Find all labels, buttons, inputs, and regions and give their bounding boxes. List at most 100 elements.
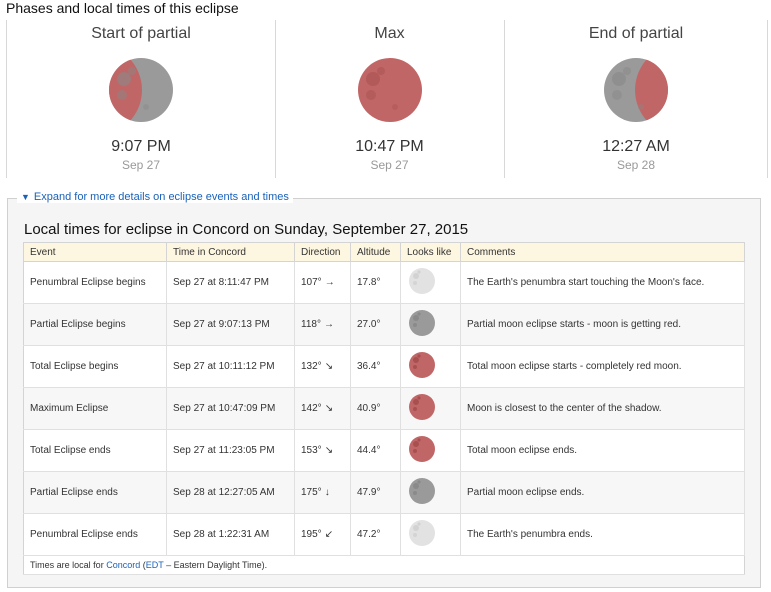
direction-value: 142° <box>301 403 322 414</box>
table-row: Partial Eclipse ends Sep 28 at 12:27:05 … <box>23 471 745 514</box>
direction-arrow-icon: ↘ <box>324 445 334 456</box>
altitude-cell: 36.4° <box>350 345 401 388</box>
expand-details-link[interactable]: ▼ Expand for more details on eclipse even… <box>17 191 293 203</box>
event-cell: Penumbral Eclipse ends <box>23 513 167 556</box>
time-cell: Sep 28 at 1:22:31 AM <box>166 513 295 556</box>
eclipse-events-table: Event Time in Concord Direction Altitude… <box>23 242 745 575</box>
looks-like-cell <box>400 471 461 514</box>
direction-value: 195° <box>301 529 322 540</box>
phase-max: Max 10:47 PM Sep 27 <box>275 20 505 178</box>
footnote-suffix: – Eastern Daylight Time). <box>163 560 268 570</box>
time-cell: Sep 27 at 10:11:12 PM <box>166 345 295 388</box>
event-cell: Total Eclipse ends <box>23 429 167 472</box>
table-row: Total Eclipse begins Sep 27 at 10:11:12 … <box>23 345 745 388</box>
footnote-open: ( <box>140 560 146 570</box>
direction-cell: 175° ↓ <box>294 471 351 514</box>
direction-arrow-icon: ↙ <box>324 529 334 540</box>
moon-partial-end-icon <box>604 58 668 122</box>
city-link[interactable]: Concord <box>106 560 141 570</box>
time-cell: Sep 27 at 10:47:09 PM <box>166 387 295 430</box>
phase-date: Sep 28 <box>616 158 656 172</box>
direction-arrow-icon: → <box>323 319 334 330</box>
comment-cell: Total moon eclipse starts - completely r… <box>460 345 745 388</box>
phases-panel: Start of partial 9:07 PM Sep 27 Max 10:4… <box>6 20 768 178</box>
direction-value: 175° <box>301 487 322 498</box>
local-times-title: Local times for eclipse in Concord on Su… <box>24 221 469 238</box>
moon-total-icon <box>357 58 422 122</box>
direction-arrow-icon: ↘ <box>324 403 334 414</box>
expand-label: Expand for more details on eclipse event… <box>33 191 289 203</box>
direction-arrow-icon: ↘ <box>324 361 334 372</box>
table-footer-row: Times are local for Concord (EDT – Easte… <box>23 555 745 575</box>
header-direction: Direction <box>294 242 351 262</box>
direction-cell: 142° ↘ <box>294 387 351 430</box>
direction-value: 153° <box>301 445 322 456</box>
direction-cell: 132° ↘ <box>294 345 351 388</box>
table-row: Penumbral Eclipse begins Sep 27 at 8:11:… <box>23 261 745 304</box>
direction-cell: 118° → <box>294 303 351 346</box>
phase-time: 9:07 PM <box>111 138 171 155</box>
header-event: Event <box>23 242 167 262</box>
triangle-down-icon: ▼ <box>21 192 30 202</box>
phase-end-partial: End of partial 12:27 AM Sep 28 <box>505 20 768 178</box>
phase-time: 10:47 PM <box>355 138 424 155</box>
altitude-cell: 47.9° <box>350 471 401 514</box>
direction-cell: 195° ↙ <box>294 513 351 556</box>
header-looks-like: Looks like <box>400 242 461 262</box>
looks-like-cell <box>400 513 461 556</box>
altitude-cell: 27.0° <box>350 303 401 346</box>
event-cell: Partial Eclipse begins <box>23 303 167 346</box>
comment-cell: The Earth's penumbra ends. <box>460 513 745 556</box>
moon-partial-icon <box>409 478 435 504</box>
table-row: Maximum Eclipse Sep 27 at 10:47:09 PM 14… <box>23 387 745 430</box>
looks-like-cell <box>400 261 461 304</box>
direction-value: 132° <box>301 361 322 372</box>
altitude-cell: 44.4° <box>350 429 401 472</box>
event-cell: Penumbral Eclipse begins <box>23 261 167 304</box>
moon-total-icon <box>409 352 435 378</box>
time-cell: Sep 27 at 8:11:47 PM <box>166 261 295 304</box>
table-row: Penumbral Eclipse ends Sep 28 at 1:22:31… <box>23 513 745 556</box>
moon-total-icon <box>409 394 435 420</box>
phase-start-partial: Start of partial 9:07 PM Sep 27 <box>6 20 276 178</box>
direction-value: 107° <box>301 277 322 288</box>
timezone-link[interactable]: EDT <box>145 560 164 570</box>
header-comments: Comments <box>460 242 745 262</box>
moon-penumbral-icon <box>409 268 435 294</box>
altitude-cell: 47.2° <box>350 513 401 556</box>
looks-like-cell <box>400 303 461 346</box>
page-title: Phases and local times of this eclipse <box>6 0 239 16</box>
footnote-prefix: Times are local for <box>30 560 107 570</box>
event-cell: Partial Eclipse ends <box>23 471 167 514</box>
phase-name: Max <box>374 25 405 42</box>
direction-arrow-icon: ↓ <box>324 487 330 498</box>
comment-cell: Partial moon eclipse starts - moon is ge… <box>460 303 745 346</box>
phase-date: Sep 27 <box>121 158 161 172</box>
phase-name: End of partial <box>588 25 684 42</box>
moon-penumbral-icon <box>409 520 435 546</box>
comment-cell: Partial moon eclipse ends. <box>460 471 745 514</box>
comment-cell: Total moon eclipse ends. <box>460 429 745 472</box>
direction-value: 118° <box>301 319 321 330</box>
table-row: Total Eclipse ends Sep 27 at 11:23:05 PM… <box>23 429 745 472</box>
time-cell: Sep 27 at 9:07:13 PM <box>166 303 295 346</box>
moon-partial-start-icon <box>109 58 173 122</box>
moon-partial-icon <box>409 310 435 336</box>
looks-like-cell <box>400 387 461 430</box>
table-footnote: Times are local for Concord (EDT – Easte… <box>23 555 745 575</box>
phase-date: Sep 27 <box>370 158 409 172</box>
time-cell: Sep 27 at 11:23:05 PM <box>166 429 295 472</box>
altitude-cell: 40.9° <box>350 387 401 430</box>
event-cell: Maximum Eclipse <box>23 387 167 430</box>
event-cell: Total Eclipse begins <box>23 345 167 388</box>
direction-cell: 107° → <box>294 261 351 304</box>
table-row: Partial Eclipse begins Sep 27 at 9:07:13… <box>23 303 745 346</box>
table-header-row: Event Time in Concord Direction Altitude… <box>23 242 745 262</box>
looks-like-cell <box>400 429 461 472</box>
time-cell: Sep 28 at 12:27:05 AM <box>166 471 295 514</box>
looks-like-cell <box>400 345 461 388</box>
phase-time: 12:27 AM <box>602 138 670 155</box>
moon-total-icon <box>409 436 435 462</box>
direction-cell: 153° ↘ <box>294 429 351 472</box>
comment-cell: The Earth's penumbra start touching the … <box>460 261 745 304</box>
